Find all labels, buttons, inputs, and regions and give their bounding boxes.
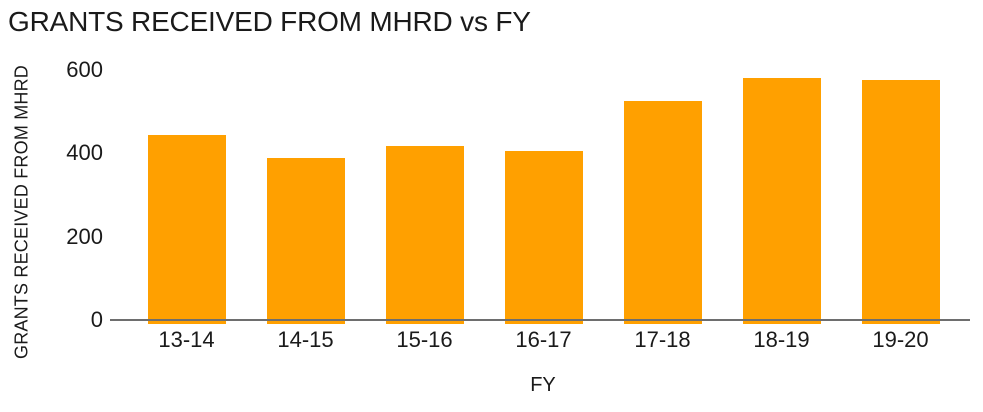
x-tick-label: 17-18 [634, 327, 691, 352]
y-tick-label: 200 [66, 223, 103, 249]
x-tick-label: 13-14 [158, 327, 215, 352]
y-tick-label: 600 [66, 57, 103, 82]
bar-17-18 [623, 101, 702, 324]
x-axis-line [110, 318, 970, 321]
x-tick-label: 14-15 [277, 327, 334, 352]
x-axis-title: FY [530, 374, 556, 396]
bar-14-15 [266, 157, 345, 324]
x-tick-label: 18-19 [753, 327, 810, 352]
y-tick-label: 0 [90, 307, 103, 332]
bar-13-14 [147, 135, 226, 324]
x-tick-label: 15-16 [396, 327, 453, 352]
x-tick-label: 16-17 [515, 327, 572, 352]
bar-18-19 [742, 78, 821, 324]
bar-16-17 [504, 150, 583, 324]
x-tick-label: 19-20 [872, 327, 929, 352]
bar-15-16 [385, 146, 464, 324]
bar-19-20 [861, 80, 940, 324]
chart-title: GRANTS RECEIVED FROM MHRD vs FY [8, 6, 531, 37]
y-tick-label: 400 [66, 140, 103, 166]
